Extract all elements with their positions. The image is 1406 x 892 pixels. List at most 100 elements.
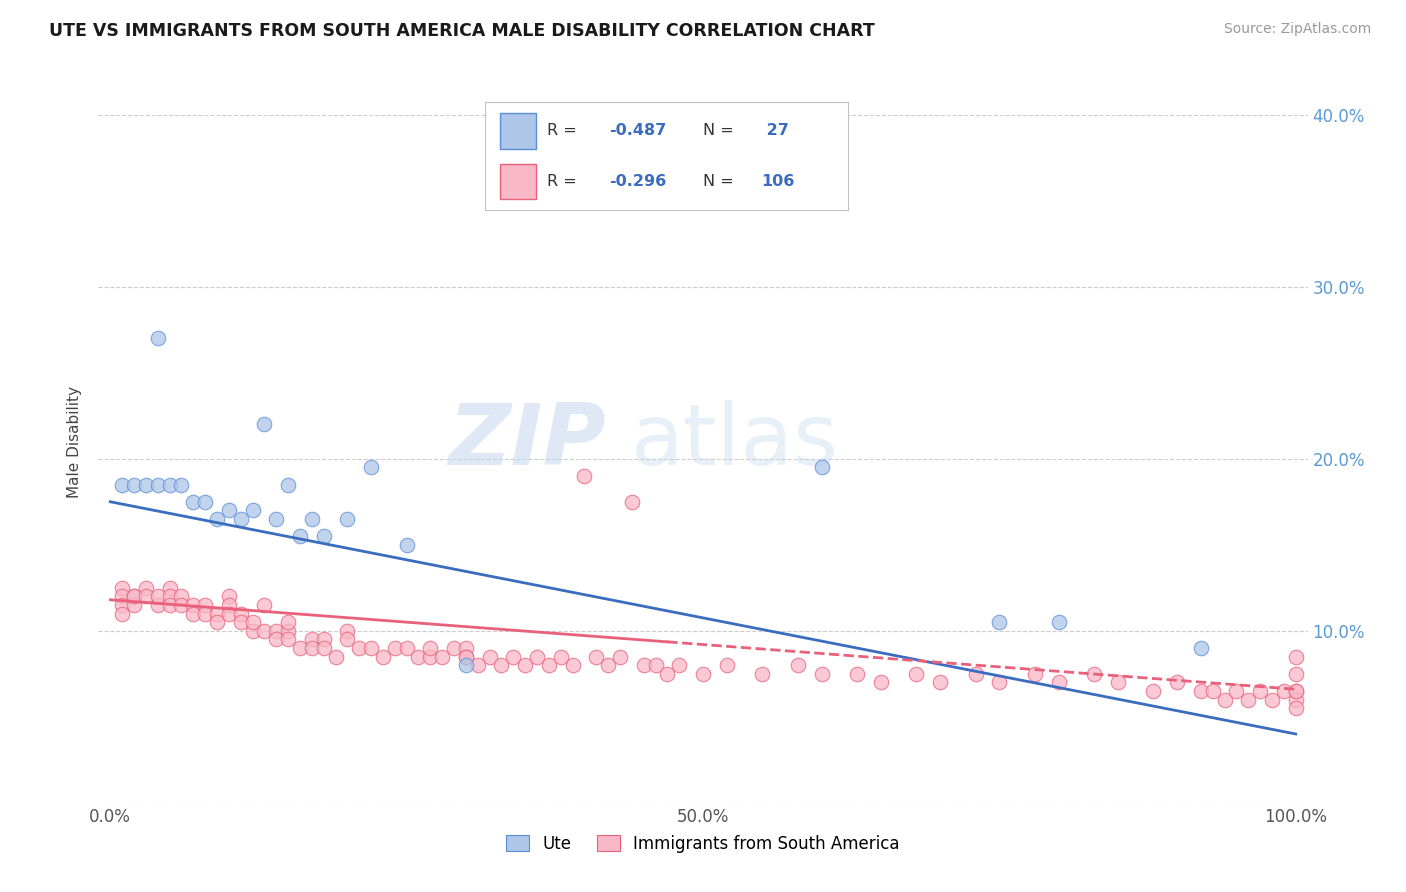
Point [751,666,773,681]
Point [810,460,832,475]
Point [1142,684,1164,698]
Point [218,503,240,517]
Point [988,675,1011,690]
Point [491,658,513,673]
Point [395,538,418,552]
Point [111,581,134,595]
Point [301,512,323,526]
Point [122,590,145,604]
Point [515,658,537,673]
Point [111,590,134,604]
Point [253,417,276,432]
Point [574,469,596,483]
Point [146,598,169,612]
Point [644,658,666,673]
Point [1249,684,1271,698]
Point [264,632,287,647]
Point [135,590,157,604]
Point [277,477,299,491]
Point [371,649,394,664]
Point [360,640,382,655]
Point [395,640,418,655]
Point [550,649,572,664]
Point [218,607,240,621]
Point [929,675,952,690]
Point [159,477,181,491]
Point [988,615,1011,630]
Point [312,529,335,543]
Point [668,658,690,673]
Point [301,640,323,655]
Point [146,590,169,604]
Point [229,615,252,630]
Point [135,581,157,595]
Point [159,581,181,595]
Point [205,512,228,526]
Point [454,649,477,664]
Point [1166,675,1188,690]
Point [1083,666,1105,681]
Point [170,590,193,604]
Point [229,512,252,526]
Point [122,598,145,612]
Point [537,658,560,673]
Point [242,624,264,638]
Point [443,640,465,655]
Y-axis label: Male Disability: Male Disability [67,385,83,498]
Point [181,494,204,508]
Point [159,598,181,612]
Point [869,675,891,690]
Point [242,503,264,517]
Point [633,658,655,673]
Point [478,649,501,664]
Point [205,607,228,621]
Point [454,658,477,673]
Point [181,598,204,612]
Text: atlas: atlas [630,400,838,483]
Point [264,512,287,526]
Point [218,590,240,604]
Point [264,624,287,638]
Point [585,649,607,664]
Point [347,640,370,655]
Point [692,666,714,681]
Point [1189,684,1212,698]
Point [502,649,524,664]
Point [122,477,145,491]
Point [467,658,489,673]
Point [336,512,359,526]
Point [288,640,311,655]
Point [253,598,276,612]
Point [205,615,228,630]
Point [965,666,987,681]
Point [419,640,441,655]
Point [1047,675,1070,690]
Point [336,632,359,647]
Point [242,615,264,630]
Point [1272,684,1295,698]
Point [1285,684,1308,698]
Point [194,607,217,621]
Point [384,640,406,655]
Point [1047,615,1070,630]
Point [277,632,299,647]
Point [716,658,738,673]
Point [146,477,169,491]
Point [432,649,454,664]
Text: Source: ZipAtlas.com: Source: ZipAtlas.com [1223,22,1371,37]
Point [526,649,548,664]
Point [122,590,145,604]
Point [312,632,335,647]
Point [1189,640,1212,655]
Point [1024,666,1046,681]
Point [598,658,620,673]
Point [1261,692,1284,706]
Point [786,658,808,673]
Point [561,658,583,673]
Point [905,666,928,681]
Point [657,666,679,681]
Point [194,494,217,508]
Point [408,649,430,664]
Point [810,666,832,681]
Point [336,624,359,638]
